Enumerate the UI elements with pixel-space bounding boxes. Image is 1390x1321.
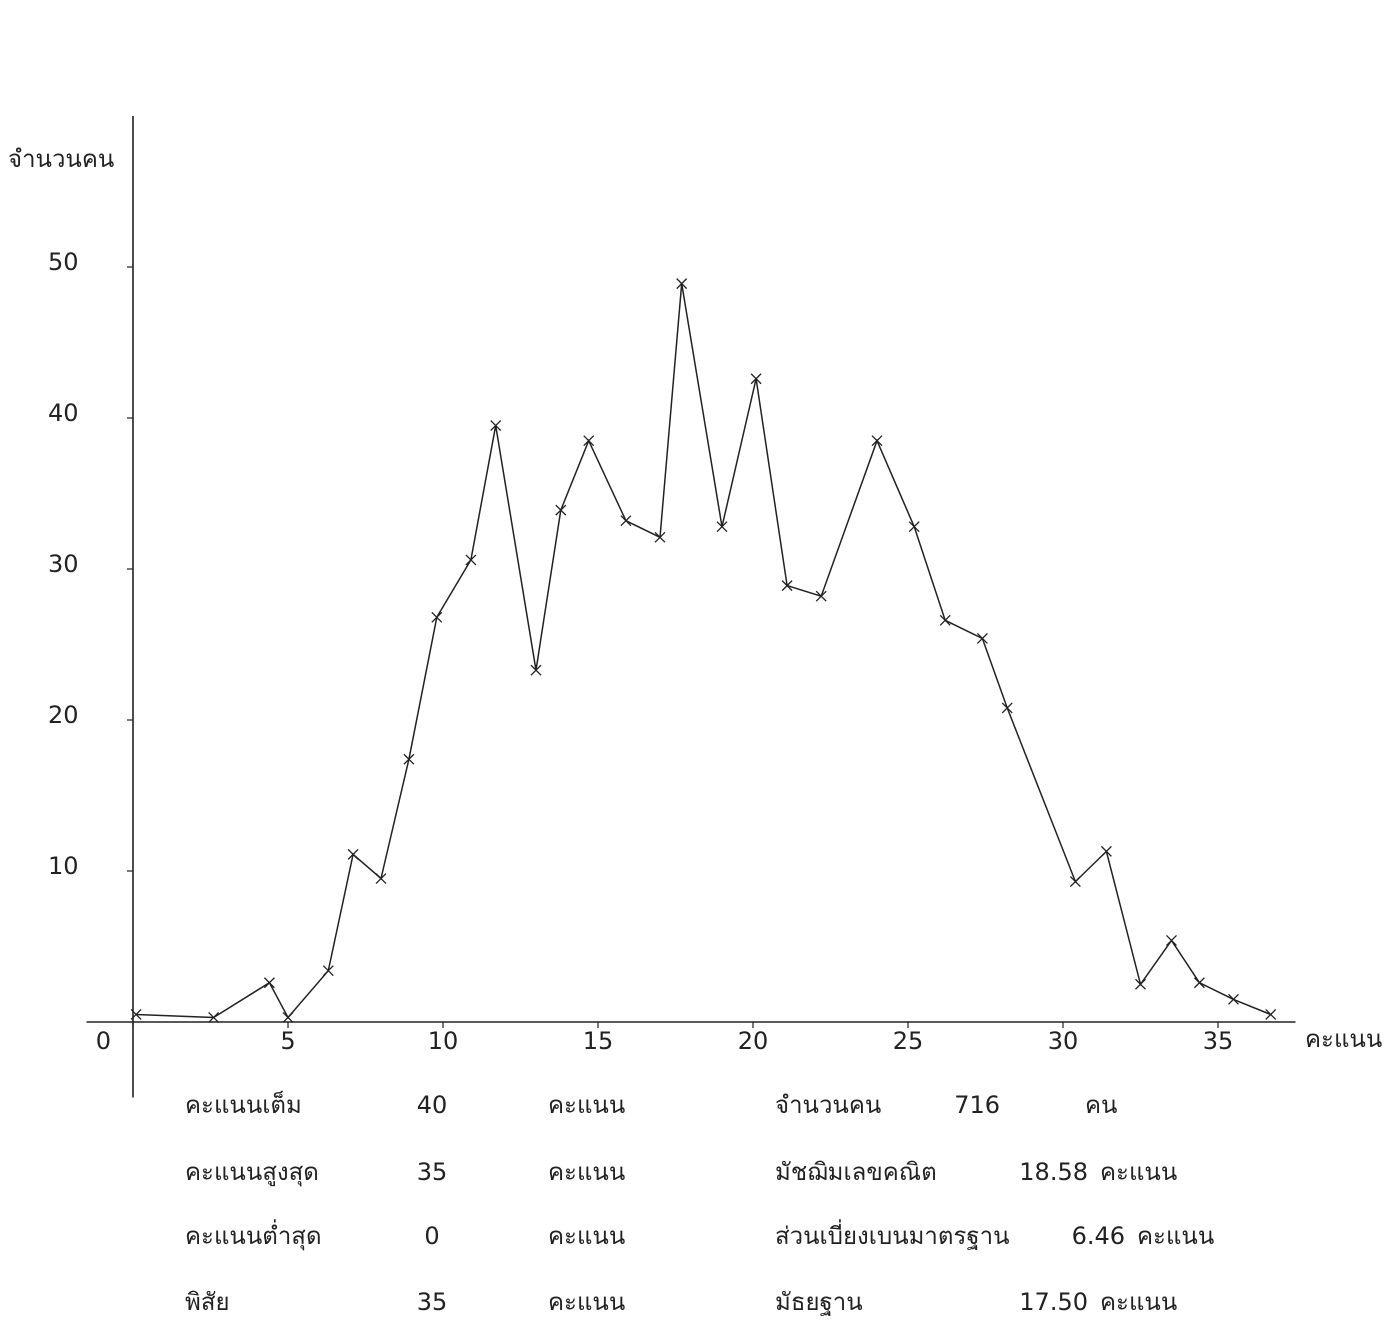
point-marker [490, 420, 502, 432]
x-tick-label: 35 [1203, 1027, 1234, 1055]
summary-value: 17.50 [1019, 1288, 1088, 1316]
data-line [136, 283, 1271, 1019]
summary-label: ส่วนเบี่ยงเบนมาตรฐาน [775, 1219, 1010, 1250]
point-marker [871, 435, 883, 447]
summary-value: 35 [417, 1158, 448, 1186]
x-tick-label: 15 [583, 1027, 614, 1055]
point-marker [815, 590, 827, 602]
x-tick-label: 25 [893, 1027, 924, 1055]
point-marker [555, 504, 567, 516]
summary-label: มัชฌิมเลขคณิต [775, 1158, 937, 1186]
summary-unit: คะแนน [548, 1288, 625, 1316]
summary-value: 716 [954, 1091, 1000, 1119]
point-marker [403, 753, 415, 765]
summary-unit: คะแนน [1100, 1158, 1177, 1186]
summary-unit: คะแนน [548, 1158, 625, 1186]
point-marker [1193, 977, 1205, 989]
summary-unit: คะแนน [1100, 1288, 1177, 1316]
summary-label: คะแนนเต็ม [185, 1090, 302, 1119]
point-marker [322, 965, 334, 977]
point-marker [1265, 1008, 1277, 1020]
point-marker [781, 580, 793, 592]
x-tick-label: 5 [280, 1027, 295, 1055]
summary-unit: คน [1085, 1091, 1117, 1119]
summary-value: 18.58 [1019, 1158, 1088, 1186]
point-marker [750, 373, 762, 385]
x-axis-label: คะแนน [1305, 1025, 1382, 1053]
point-marker [465, 554, 477, 566]
x-tick-label: 0 [96, 1027, 111, 1055]
summary-label: มัธยฐาน [775, 1288, 863, 1316]
point-marker [431, 611, 443, 623]
point-marker [530, 664, 542, 676]
point-marker [1100, 845, 1112, 857]
summary-unit: คะแนน [1137, 1222, 1214, 1250]
y-tick-label: 40 [48, 399, 79, 427]
point-marker [1001, 702, 1013, 714]
summary-unit: คะแนน [548, 1091, 625, 1119]
point-marker [939, 614, 951, 626]
point-marker [1228, 993, 1239, 1005]
point-marker [375, 873, 387, 885]
point-marker [347, 848, 359, 860]
point-marker [1069, 876, 1081, 888]
point-marker [1166, 935, 1177, 946]
summary-label: จำนวนคน [775, 1091, 881, 1119]
y-tick-label: 30 [48, 550, 79, 578]
summary-label: คะแนนสูงสุด [185, 1158, 319, 1187]
point-marker [282, 1012, 294, 1023]
point-marker [716, 521, 728, 533]
y-tick-label: 20 [48, 701, 79, 729]
point-marker [976, 633, 988, 644]
point-marker [676, 278, 688, 290]
x-tick-label: 30 [1048, 1027, 1079, 1055]
x-tick-label: 10 [428, 1027, 459, 1055]
summary-value: 35 [417, 1288, 448, 1316]
point-marker [654, 531, 666, 543]
summary-value: 0 [424, 1222, 439, 1250]
y-axis-label: จำนวนคน [8, 145, 114, 173]
point-marker [1135, 978, 1146, 990]
summary-value: 6.46 [1072, 1222, 1125, 1250]
x-tick-label: 20 [738, 1027, 769, 1055]
point-marker [583, 435, 595, 447]
summary-label: คะแนนต่ำสุด [185, 1219, 322, 1251]
point-marker [130, 1008, 142, 1020]
summary-label: พิสัย [185, 1288, 230, 1316]
point-marker [908, 521, 920, 533]
point-marker [620, 515, 632, 527]
summary-unit: คะแนน [548, 1222, 625, 1250]
summary-value: 40 [417, 1091, 448, 1119]
point-marker [208, 1012, 220, 1023]
y-tick-label: 10 [48, 852, 79, 880]
point-marker [263, 977, 275, 989]
y-tick-label: 50 [48, 248, 79, 276]
